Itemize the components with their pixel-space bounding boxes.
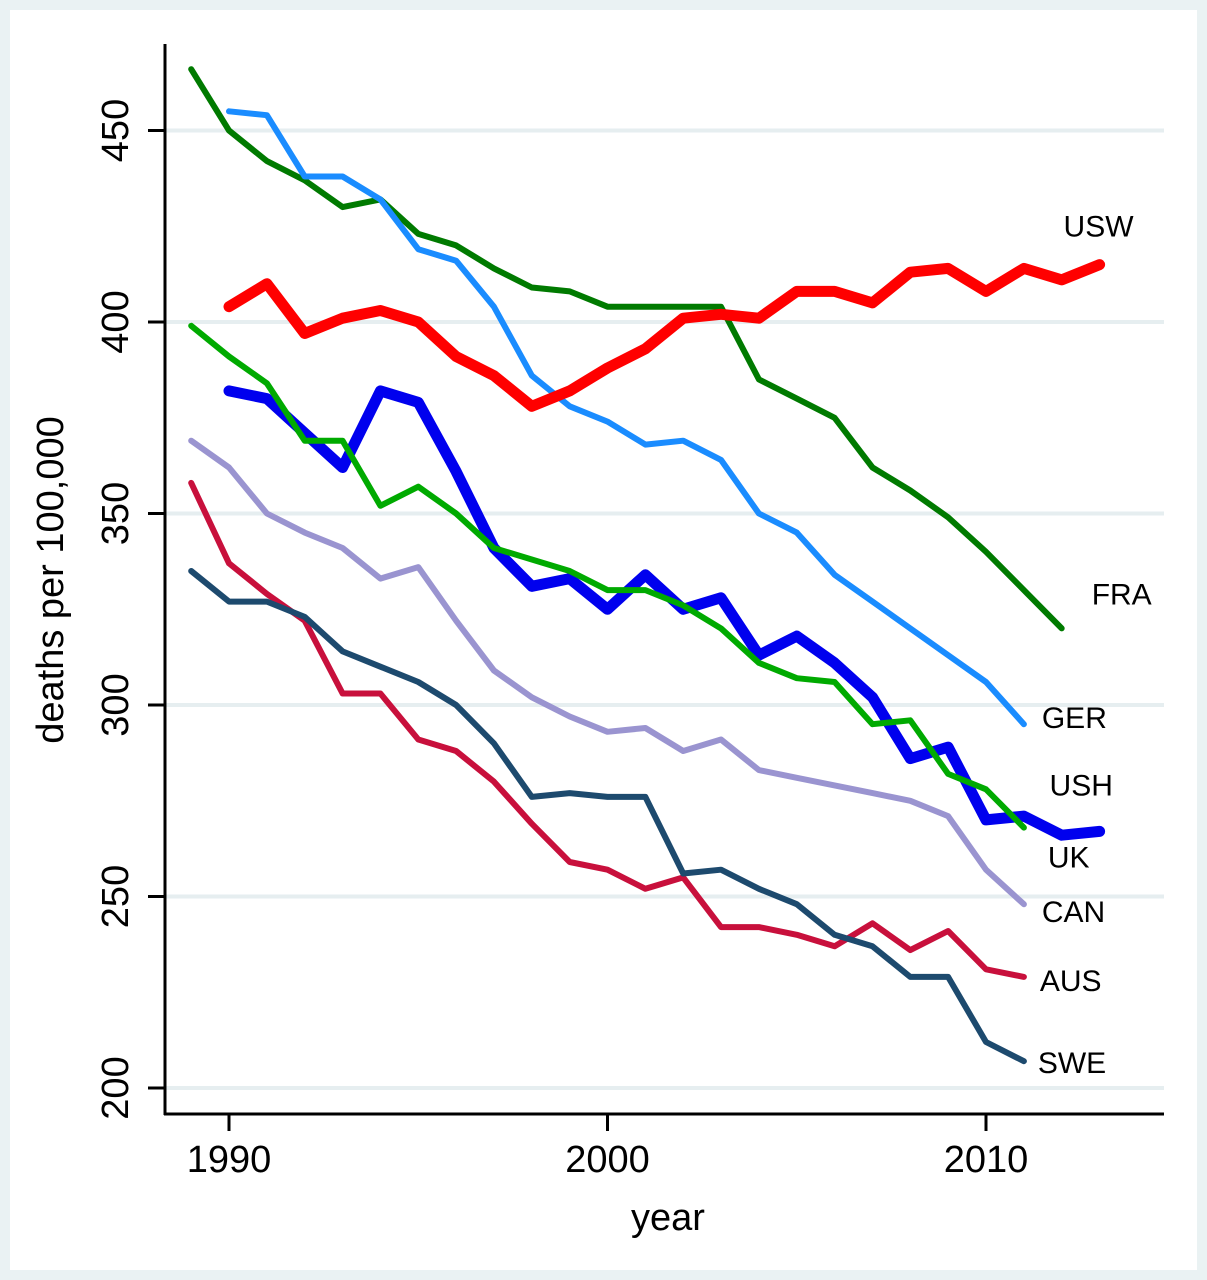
- series-line-uk: [188, 322, 1027, 831]
- x-ticks: 1990 2000 2010: [187, 1114, 1029, 1181]
- series-line-ger: [226, 108, 1027, 728]
- gridlines: [166, 128, 1164, 1090]
- series-line-swe: [188, 568, 1027, 1065]
- series-label-fra: FRA: [1092, 578, 1152, 611]
- y-tick-label: 200: [95, 1056, 137, 1119]
- y-tick-label: 450: [95, 99, 137, 162]
- y-tick-label: 400: [95, 290, 137, 353]
- series-line-fra: [188, 66, 1065, 632]
- axes: [163, 44, 1164, 1116]
- series-lines: [188, 66, 1106, 1065]
- y-tick-label: 350: [95, 482, 137, 545]
- x-axis-title: year: [631, 1197, 705, 1239]
- y-axis-title: deaths per 100,000: [30, 416, 72, 744]
- y-tick-label: 250: [95, 865, 137, 928]
- series-label-ush: USH: [1050, 769, 1113, 802]
- series-label-can: CAN: [1042, 896, 1105, 929]
- series-line-can: [188, 437, 1027, 908]
- series-line-aus: [188, 479, 1027, 980]
- series-label-uk: UK: [1048, 842, 1090, 875]
- series-line-usw: [223, 259, 1106, 412]
- chart-frame: [10, 10, 1197, 1270]
- x-tick-label: 1990: [187, 1139, 272, 1181]
- series-label-usw: USW: [1064, 211, 1135, 244]
- series-line-ush: [223, 385, 1106, 841]
- series-labels: USW FRA GER USH UK CAN AUS SWE: [1038, 211, 1152, 1081]
- y-tick-label: 300: [95, 673, 137, 736]
- series-label-aus: AUS: [1040, 965, 1102, 998]
- series-label-swe: SWE: [1038, 1047, 1106, 1080]
- x-tick-label: 2000: [565, 1139, 650, 1181]
- y-ticks: 200 250 300 350 400 450: [95, 99, 165, 1120]
- series-label-ger: GER: [1042, 702, 1107, 735]
- x-tick-label: 2010: [944, 1139, 1029, 1181]
